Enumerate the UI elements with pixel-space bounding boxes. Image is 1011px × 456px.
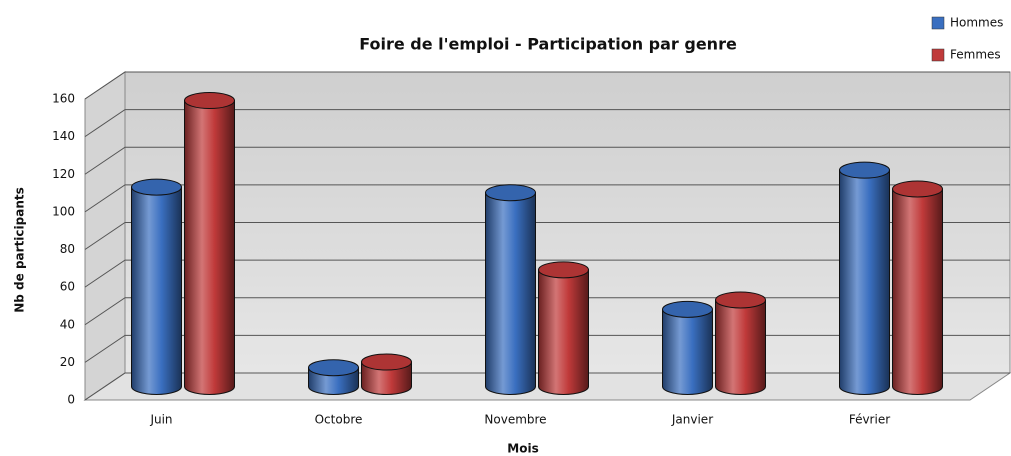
y-tick-label: 60 [60,280,75,294]
cylinder-top [485,184,536,202]
y-tick-label: 40 [60,317,75,331]
cylinder-body [662,308,713,395]
cylinder [715,291,766,395]
cylinder-top [361,353,412,371]
legend-swatch [931,16,945,30]
y-tick-label: 140 [52,129,75,143]
cylinder [361,353,412,395]
grid-line [84,71,1010,100]
x-tick-label: Janvier [671,413,713,427]
cylinder-top [308,359,359,377]
cylinder [485,184,536,395]
grid-line [84,259,1010,288]
cylinder-top [839,161,890,179]
x-tick-label: Octobre [315,413,363,427]
cylinder-body [839,169,890,395]
cylinder-body [485,192,536,395]
x-axis-title: Mois [507,442,538,456]
cylinder-body [538,269,589,395]
cylinder-top [131,178,182,196]
cylinder-top [538,261,589,279]
y-tick-label: 120 [52,167,75,181]
cylinder [839,161,890,395]
cylinder [308,359,359,395]
y-tick-label: 80 [60,242,75,256]
cylinder-body [361,361,412,395]
cylinder [538,261,589,395]
cylinder [131,178,182,395]
cylinder-top [892,180,943,198]
grid-line [84,109,1010,138]
cylinder [184,92,235,395]
chart-title: Foire de l'emploi - Participation par ge… [359,35,737,54]
cylinder-body [184,100,235,395]
legend-swatch [931,48,945,62]
cylinder-body [892,188,943,395]
cylinder [892,180,943,395]
y-tick-label: 0 [67,393,75,407]
grid-line [84,222,1010,250]
cylinder [662,300,713,395]
cylinder-body [131,186,182,395]
cylinder-top [662,300,713,318]
y-tick-label: 160 [52,92,75,106]
grid-line [84,297,1010,326]
y-tick-label: 20 [60,355,75,369]
legend-label: Hommes [950,16,1003,30]
cylinder-top [715,291,766,309]
y-axis-title: Nb de participants [13,187,27,313]
x-tick-label: Novembre [484,413,546,427]
cylinder-body [715,299,766,395]
y-tick-label: 100 [52,204,75,218]
legend-label: Femmes [950,48,1001,62]
x-tick-label: Février [849,413,890,427]
x-tick-label: Juin [149,413,172,427]
grid-line [84,184,1010,213]
grid-line [84,146,1010,175]
cylinder-top [184,92,235,110]
